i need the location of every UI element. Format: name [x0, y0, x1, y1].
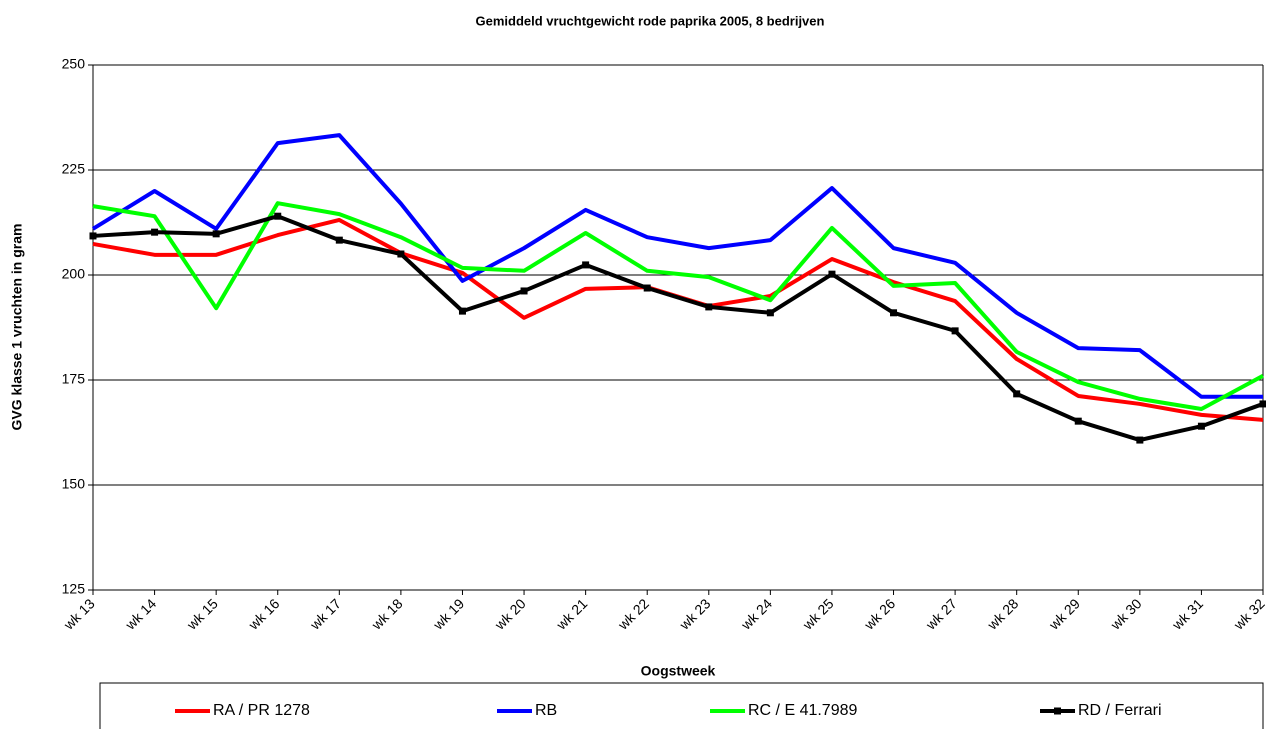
x-tick-label: wk 29: [1045, 595, 1083, 633]
x-tick-label: wk 32: [1230, 595, 1266, 633]
legend-box: [99, 682, 1264, 729]
marker: [643, 284, 651, 292]
x-tick-label: wk 27: [922, 595, 960, 633]
marker: [766, 309, 774, 317]
marker: [397, 250, 405, 258]
marker: [828, 270, 836, 278]
y-tick-label: 225: [62, 161, 86, 177]
series-line: [91, 133, 1263, 399]
x-axis-label: Oogstweek: [641, 663, 716, 679]
x-tick-label: wk 21: [552, 595, 590, 633]
legend-label: RA / PR 1278: [213, 702, 310, 719]
x-tick-label: wk 26: [860, 595, 898, 633]
x-tick-label: wk 31: [1168, 595, 1206, 633]
marker: [582, 261, 590, 269]
legend-label: RB: [535, 702, 557, 719]
x-tick-label: wk 19: [429, 595, 467, 633]
x-tick-label: wk 14: [121, 595, 159, 633]
x-tick-label: wk 23: [676, 595, 714, 633]
y-tick-label: 200: [62, 266, 86, 282]
marker: [951, 327, 959, 335]
x-tick-label: wk 30: [1107, 595, 1145, 633]
x-tick-label: wk 16: [245, 595, 283, 633]
series-line: [92, 201, 1264, 411]
marker: [1013, 390, 1021, 398]
marker: [335, 236, 343, 244]
y-tick-label: 150: [62, 476, 86, 492]
x-tick-label: wk 22: [614, 595, 652, 633]
series-line: [92, 214, 1264, 443]
x-tick-label: wk 18: [368, 595, 406, 633]
marker: [1259, 400, 1266, 408]
x-tick-label: wk 13: [60, 595, 98, 633]
x-tick-label: wk 25: [799, 595, 837, 633]
x-tick-label: wk 17: [306, 595, 344, 633]
marker: [1197, 422, 1205, 430]
y-tick-label: 175: [62, 371, 86, 387]
marker: [705, 303, 713, 311]
legend-label: RC / E 41.7989: [748, 702, 858, 719]
marker: [1136, 436, 1144, 444]
marker: [1074, 417, 1082, 425]
x-tick-label: wk 15: [183, 595, 221, 633]
marker: [458, 307, 466, 315]
x-tick-label: wk 20: [491, 595, 529, 633]
marker: [890, 309, 898, 317]
chart-title: Gemiddeld vruchtgewicht rode paprika 200…: [476, 13, 825, 28]
marker: [212, 230, 220, 238]
x-tick-label: wk 28: [984, 595, 1022, 633]
x-tick-label: wk 24: [737, 595, 775, 633]
y-tick-label: 125: [62, 581, 86, 597]
marker: [89, 232, 97, 240]
series-line: [92, 217, 1264, 422]
marker: [520, 287, 528, 295]
legend-marker: [1054, 707, 1061, 715]
y-axis-label: GVG klasse 1 vruchten in gram: [9, 224, 25, 431]
legend-label: RD / Ferrari: [1078, 702, 1162, 719]
y-tick-label: 250: [62, 56, 86, 72]
marker: [151, 228, 159, 236]
marker: [274, 212, 282, 220]
